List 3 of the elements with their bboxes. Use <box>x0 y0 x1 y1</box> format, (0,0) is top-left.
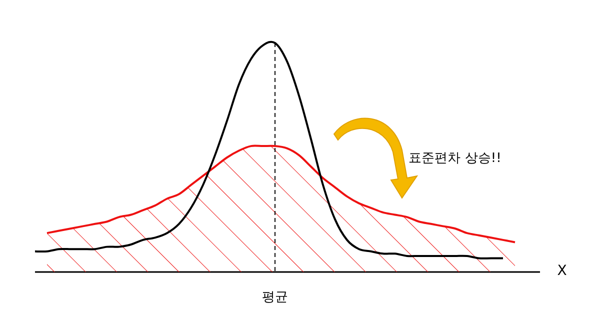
annotation: 표준편차 상승!! <box>408 151 502 166</box>
text: 평균 <box>262 290 288 305</box>
x-axis-title: X <box>557 263 568 279</box>
